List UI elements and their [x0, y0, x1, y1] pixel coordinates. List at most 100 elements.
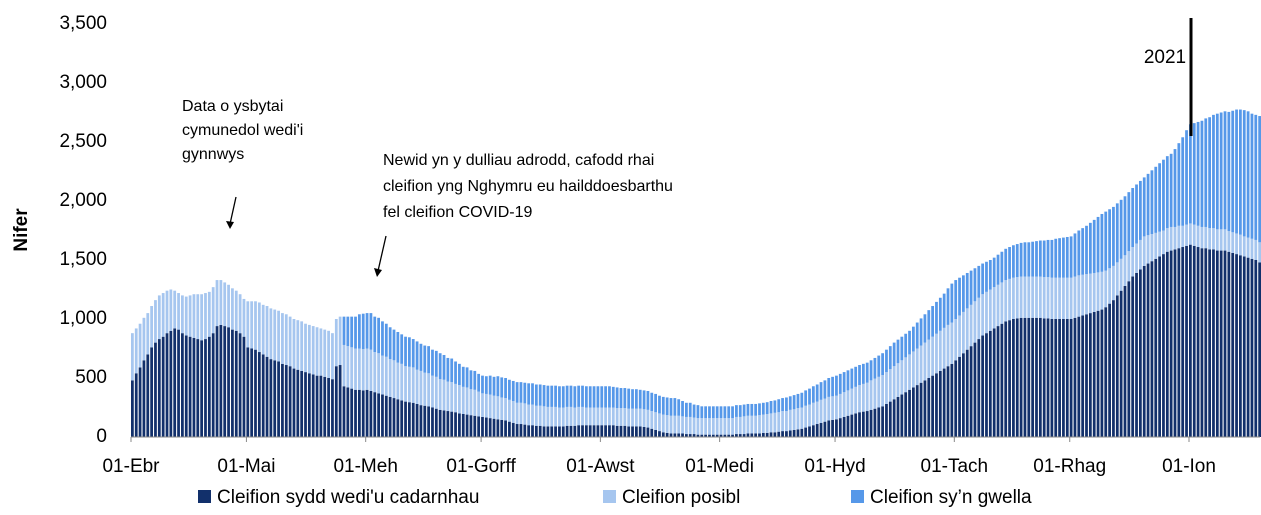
bar-segment — [654, 393, 657, 413]
bar-segment — [631, 408, 634, 427]
bar-segment — [827, 396, 831, 421]
bar-segment — [996, 254, 1000, 285]
bar-segment — [788, 430, 792, 437]
bar-segment — [965, 349, 969, 437]
bar-segment — [284, 314, 288, 366]
bar-segment — [1015, 318, 1019, 437]
bar-segment — [554, 385, 557, 407]
bar-segment — [1246, 257, 1250, 437]
bar-segment — [400, 334, 404, 364]
bar-segment — [692, 434, 696, 437]
bar-segment — [919, 382, 923, 437]
bar-segment — [796, 408, 800, 430]
bar-segment — [365, 389, 369, 437]
bar-segment — [931, 336, 934, 376]
bar-segment — [665, 432, 669, 437]
bar-segment — [658, 413, 661, 432]
bar-segment — [842, 372, 846, 393]
bar-segment — [965, 308, 969, 350]
bar-segment — [411, 367, 415, 403]
bar-segment — [846, 415, 850, 437]
bar-segment — [731, 406, 734, 419]
bar-segment — [1154, 166, 1158, 233]
bar-segment — [138, 323, 142, 368]
bar-segment — [573, 386, 577, 408]
bar-segment — [1185, 245, 1188, 437]
bar-segment — [319, 328, 323, 376]
bar-segment — [492, 395, 496, 419]
bar-segment — [1096, 272, 1100, 311]
bar-segment — [546, 406, 550, 427]
bar-segment — [661, 414, 665, 433]
bar-segment — [396, 362, 400, 400]
bar-segment — [361, 390, 365, 437]
bar-segment — [742, 416, 746, 435]
bar-segment — [915, 385, 919, 437]
bar-segment — [565, 425, 569, 437]
bar-segment — [419, 343, 423, 371]
bar-segment — [504, 378, 507, 399]
bar-segment — [892, 366, 896, 400]
bar-segment — [411, 339, 415, 368]
bar-segment — [869, 360, 873, 381]
bar-segment — [685, 402, 688, 417]
bar-segment — [654, 412, 657, 430]
bar-segment — [1012, 277, 1015, 319]
bar-segment — [715, 434, 719, 437]
bar-segment — [1058, 277, 1061, 319]
bar-segment — [661, 396, 665, 415]
bar-segment — [538, 405, 542, 426]
bar-segment — [1250, 113, 1254, 239]
annotation-arrowhead — [374, 268, 382, 277]
bar-segment — [842, 392, 846, 417]
bar-segment — [842, 416, 846, 437]
bar-segment — [835, 419, 838, 437]
bar-segment — [577, 425, 581, 437]
bar-segment — [223, 326, 227, 437]
bar-segment — [1212, 249, 1215, 437]
bar-segment — [242, 298, 246, 337]
bar-segment — [357, 314, 361, 349]
bar-segment — [558, 407, 561, 427]
bar-segment — [873, 408, 877, 437]
bar-segment — [365, 313, 369, 349]
bar-segment — [634, 389, 638, 409]
bar-segment — [715, 418, 719, 435]
bar-segment — [338, 316, 342, 366]
bar-segment — [431, 407, 434, 437]
legend-label: Cleifion sy’n gwella — [870, 487, 1032, 508]
bar-segment — [692, 417, 696, 435]
bar-segment — [869, 380, 873, 410]
bar-segment — [769, 413, 773, 433]
bar-segment — [434, 408, 438, 437]
bar-segment — [738, 405, 742, 417]
bar-segment — [181, 295, 184, 334]
bar-segment — [450, 382, 454, 412]
bar-segment — [211, 333, 215, 437]
bar-segment — [981, 335, 985, 437]
bar-segment — [546, 426, 550, 437]
bar-segment — [950, 283, 954, 323]
bar-segment — [1015, 277, 1019, 319]
bar-segment — [1135, 184, 1138, 244]
bar-segment — [1123, 255, 1127, 286]
bar-segment — [912, 326, 915, 352]
bar-segment — [646, 409, 650, 428]
bar-segment — [631, 426, 634, 437]
bar-segment — [708, 434, 711, 437]
annotation: 2021 — [1144, 47, 1186, 68]
bar-segment — [1104, 307, 1108, 437]
bar-segment — [958, 315, 961, 357]
bar-segment — [611, 386, 615, 408]
bar-segment — [923, 342, 927, 381]
bar-segment — [215, 326, 219, 437]
bar-segment — [1250, 258, 1254, 437]
bar-segment — [904, 357, 908, 393]
bar-segment — [1008, 278, 1011, 321]
bar-segment — [142, 317, 146, 361]
bar-segment — [415, 369, 419, 404]
bar-segment — [1123, 196, 1127, 256]
bar-segment — [831, 419, 834, 437]
bar-segment — [796, 393, 800, 409]
